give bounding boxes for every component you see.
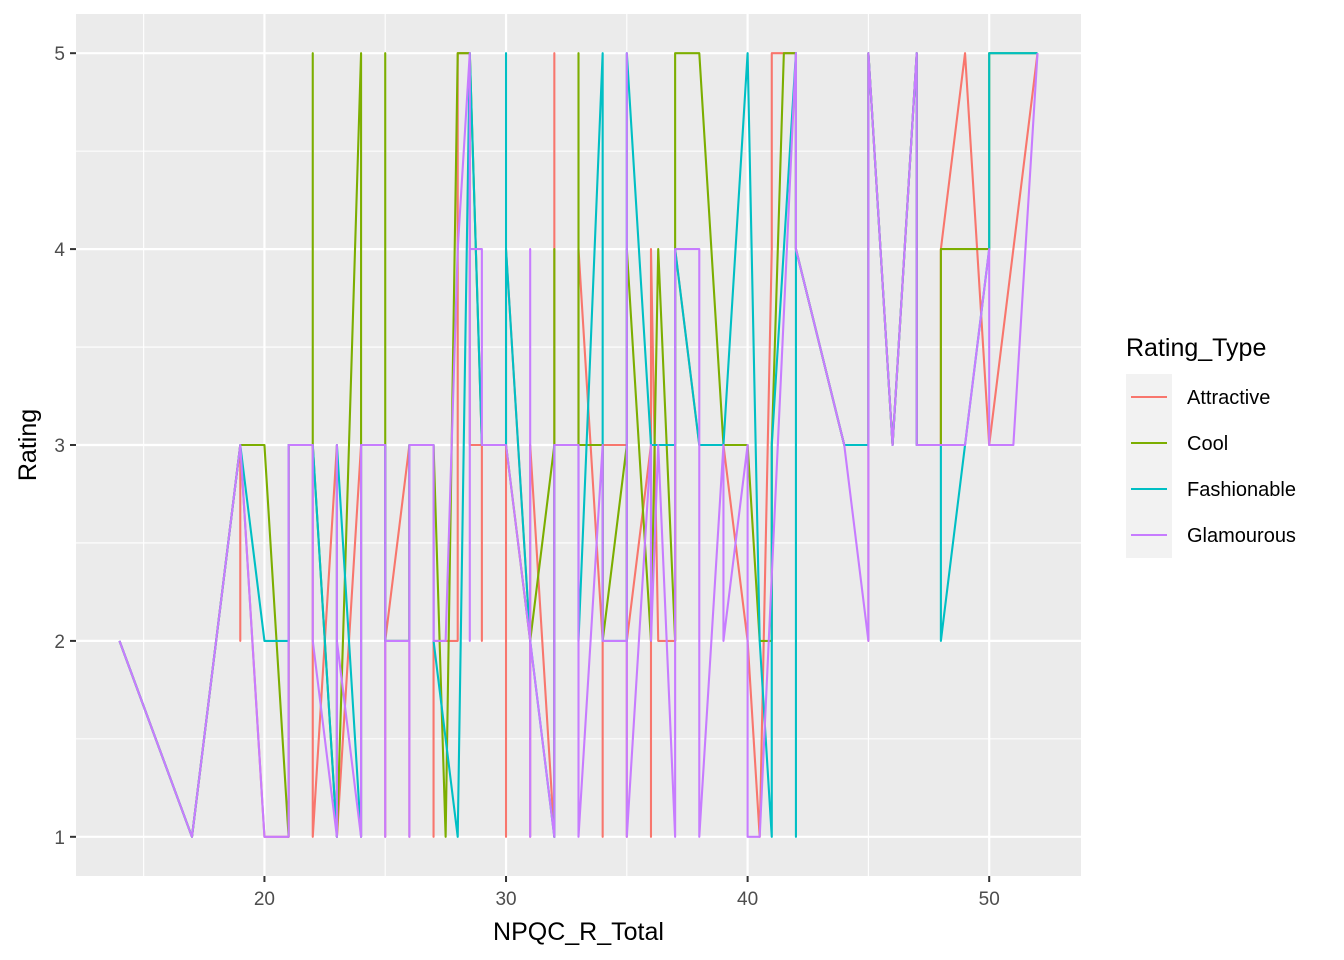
x-tick-label: 30 xyxy=(495,889,516,910)
y-tick-label: 4 xyxy=(54,240,65,261)
legend-label-glamourous: Glamourous xyxy=(1187,525,1296,547)
y-tick-label: 3 xyxy=(54,436,65,457)
legend-key-background xyxy=(1126,374,1172,558)
x-axis: 20 30 40 50 xyxy=(254,876,1000,910)
legend: Rating_Type Attractive Cool Fashionable Gla… xyxy=(1126,334,1296,558)
y-axis: 1 2 3 4 5 xyxy=(54,44,76,849)
x-tick-label: 40 xyxy=(737,889,758,910)
legend-label-attractive: Attractive xyxy=(1187,387,1270,409)
x-tick-label: 50 xyxy=(979,889,1000,910)
y-tick-label: 2 xyxy=(54,632,65,653)
y-tick-label: 1 xyxy=(54,828,65,849)
legend-label-fashionable: Fashionable xyxy=(1187,479,1296,501)
series-lines xyxy=(118,52,1039,838)
legend-label-cool: Cool xyxy=(1187,433,1228,455)
legend-title: Rating_Type xyxy=(1126,334,1266,362)
y-axis-title: Rating xyxy=(14,409,42,481)
y-tick-label: 5 xyxy=(54,44,65,65)
series-line-glamourous xyxy=(118,52,1039,838)
x-axis-title: NPQC_R_Total xyxy=(493,918,664,946)
x-tick-label: 20 xyxy=(254,889,275,910)
